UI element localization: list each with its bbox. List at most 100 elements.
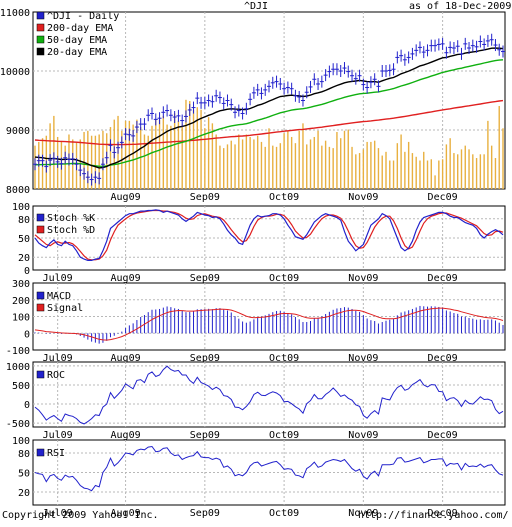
roc-month-label: Dec09 [428,430,458,441]
stochastic-ytick-label: 80 [18,215,30,226]
legend-swatch [36,303,45,312]
volume-bar [498,105,500,189]
rsi-month-label: Dec09 [428,508,458,519]
volume-bar [494,158,497,189]
volume-bar [302,123,304,189]
macd-month-label: Aug09 [111,353,141,364]
stochastic-month-label: Nov09 [348,273,378,284]
volume-bar [90,135,93,189]
volume-bar [460,149,463,189]
roc-series [34,365,504,425]
volume-bar [400,134,402,189]
volume-bar [256,135,259,189]
volume-bar [290,136,293,189]
legend-swatch [36,213,45,222]
volume-bar [87,130,89,189]
rsi-series [34,445,504,492]
volume-bar [192,109,195,189]
volume-bar [139,127,142,189]
volume-bar [181,124,183,189]
volume-bar [185,99,187,189]
price-ytick-label: 9000 [6,126,30,137]
volume-bar [170,125,172,189]
stochastic-ytick-label: 0 [24,266,30,277]
volume-bar [249,136,251,189]
volume-bar [287,130,289,189]
volume-bar [132,124,134,189]
volume-bar [358,153,361,189]
macd-series [34,291,504,344]
legend-label: Signal [47,303,83,314]
volume-bar [336,132,338,189]
price-month-label: Aug09 [111,192,141,203]
volume-bar [306,144,308,189]
volume-bar [324,140,327,189]
volume-bar [385,151,387,189]
volume-bar [136,119,138,189]
volume-bar [366,141,368,189]
volume-bar [166,124,168,189]
volume-bar [502,128,504,189]
legend-label: RSI [47,448,65,459]
volume-bar [83,132,85,189]
volume-bar [340,138,342,189]
stochastic-ytick-label: 100 [12,202,30,213]
legend-label: ROC [47,370,65,381]
volume-bar [143,134,146,189]
volume-bar [264,146,266,189]
volume-bar [279,143,282,189]
volume-bar [200,109,202,189]
stoch-series [34,209,504,261]
stochastic-ytick-label: 20 [18,253,30,264]
macd-ytick-label: -100 [6,346,30,357]
volume-bar [151,125,153,189]
volume-bar [124,120,127,189]
volume-bar [238,134,240,189]
price-ytick-label: 8000 [6,185,30,196]
legend-swatch [36,225,45,234]
rsi-month-label: Jul09 [43,508,73,519]
legend-label: 20-day EMA [47,47,107,58]
volume-bar [94,135,97,189]
legend-label: Stoch %K [47,213,95,224]
price-month-label: Dec09 [428,192,458,203]
volume-bar [468,149,470,189]
rsi-ytick-label: 50 [18,469,30,480]
volume-bar [234,144,236,189]
volume-bar [377,148,380,189]
volume-bar [392,160,395,189]
volume-bar [215,134,217,189]
volume-bar [158,119,161,189]
volume-bar [362,149,365,189]
volume-bar [490,145,493,189]
signal-line [34,307,504,341]
legend-swatch [36,291,45,300]
volume-bar [260,141,263,189]
volume-bar [419,160,421,189]
rsi-month-label: Aug09 [111,508,141,519]
price-month-label: Nov09 [348,192,378,203]
legend-swatch [36,370,45,379]
volume-bar [162,115,165,189]
ema20-line [34,47,504,169]
rsi-ytick-label: 80 [18,449,30,460]
volume-bar [373,140,376,189]
price-series [33,11,505,189]
roc-month-label: Sep09 [190,430,220,441]
volume-bar [430,159,432,189]
macd-month-label: Oct09 [269,353,299,364]
legend-swatch [36,448,45,457]
volume-bar [147,135,149,189]
volume-bar [328,146,331,189]
yahoo-finance-link[interactable]: http://finance.yahoo.com/ [358,510,509,521]
roc-panel [32,361,506,428]
volume-bar [223,148,225,189]
volume-bar [173,113,176,189]
volume-bar [475,158,478,189]
volume-bar [464,145,466,189]
roc-ytick-label: 500 [12,381,30,392]
volume-bar [415,156,417,189]
ema200-line [34,99,504,146]
volume-bar [355,154,357,189]
price-ytick-label: 10000 [0,67,30,78]
